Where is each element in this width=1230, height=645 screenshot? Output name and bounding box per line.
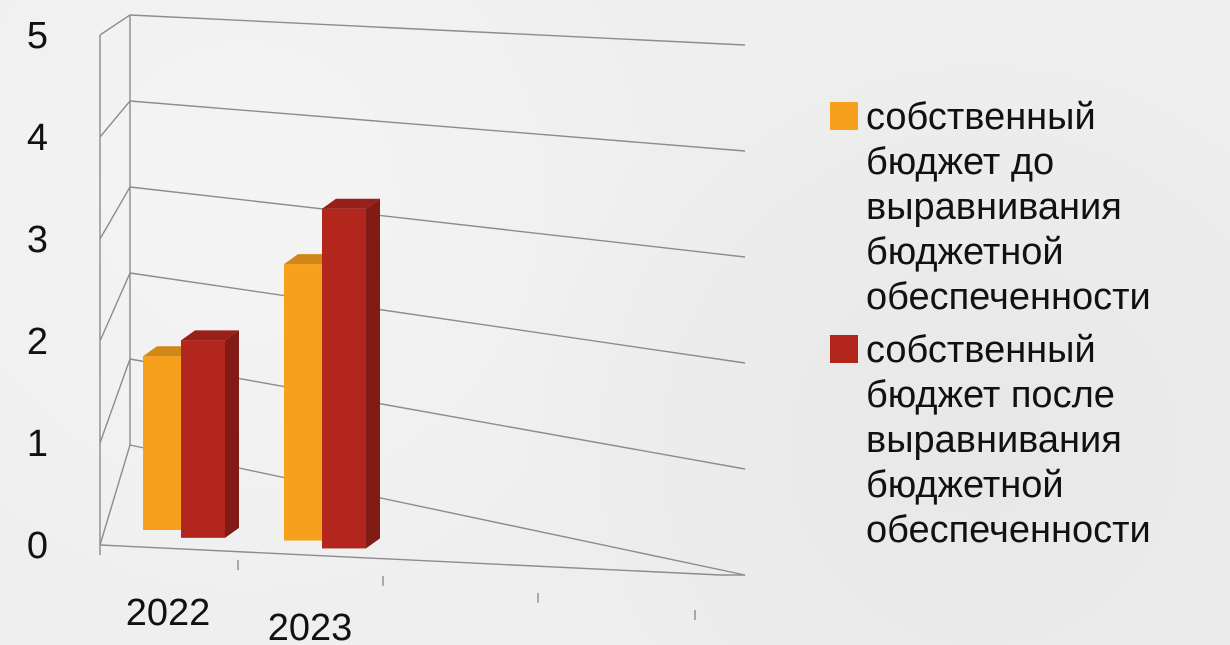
legend-swatch-series-2 (830, 335, 858, 363)
bar-top-2022-series-2 (181, 330, 239, 341)
chart-plot: 0 1 2 3 4 5 2022 2023 (27, 14, 746, 645)
gridline-side-5 (99, 14, 131, 36)
gridline-side-3 (99, 186, 131, 240)
bar-2023-series-2 (322, 208, 366, 549)
gridline-side-0 (99, 444, 131, 546)
gridline-back-2 (129, 272, 746, 364)
legend-label-series-1: собственный бюджет до выравнивания бюдже… (866, 96, 1151, 318)
bar-side-2023-series-2 (366, 198, 380, 549)
axis-layer: 0 1 2 3 4 5 2022 2023 (27, 15, 352, 645)
x-category-label-2022: 2022 (126, 592, 211, 634)
gridline-back-3 (129, 186, 746, 258)
y-tick-label-4: 4 (27, 117, 48, 159)
chart-legend: собственный бюджет до выравнивания бюдже… (830, 95, 1230, 561)
legend-item-series-2: собственный бюджет после выравнивания бю… (830, 328, 1230, 553)
legend-label-series-2: собственный бюджет после выравнивания бю… (866, 329, 1151, 551)
gridline-side-1 (99, 358, 131, 444)
bar-2022-series-1 (143, 356, 187, 530)
y-tick-label-3: 3 (27, 219, 48, 261)
bar-2022-series-2 (181, 340, 225, 538)
gridline-back-5 (129, 14, 746, 46)
x-category-label-2023: 2023 (268, 607, 353, 645)
legend-item-series-1: собственный бюджет до выравнивания бюдже… (830, 95, 1230, 320)
floor-front-edge (99, 544, 721, 576)
bar-side-2022-series-2 (225, 330, 239, 538)
gridline-side-2 (99, 272, 131, 342)
y-tick-label-1: 1 (27, 423, 48, 465)
bar-top-2023-series-2 (322, 198, 380, 209)
y-tick-label-2: 2 (27, 321, 48, 363)
bar-2023-series-1 (284, 264, 328, 541)
legend-swatch-series-1 (830, 102, 858, 130)
gridline-side-4 (99, 100, 131, 138)
bars-layer (143, 198, 380, 549)
y-tick-label-0: 0 (27, 525, 48, 567)
y-tick-label-5: 5 (27, 15, 48, 57)
gridline-back-4 (129, 100, 746, 152)
